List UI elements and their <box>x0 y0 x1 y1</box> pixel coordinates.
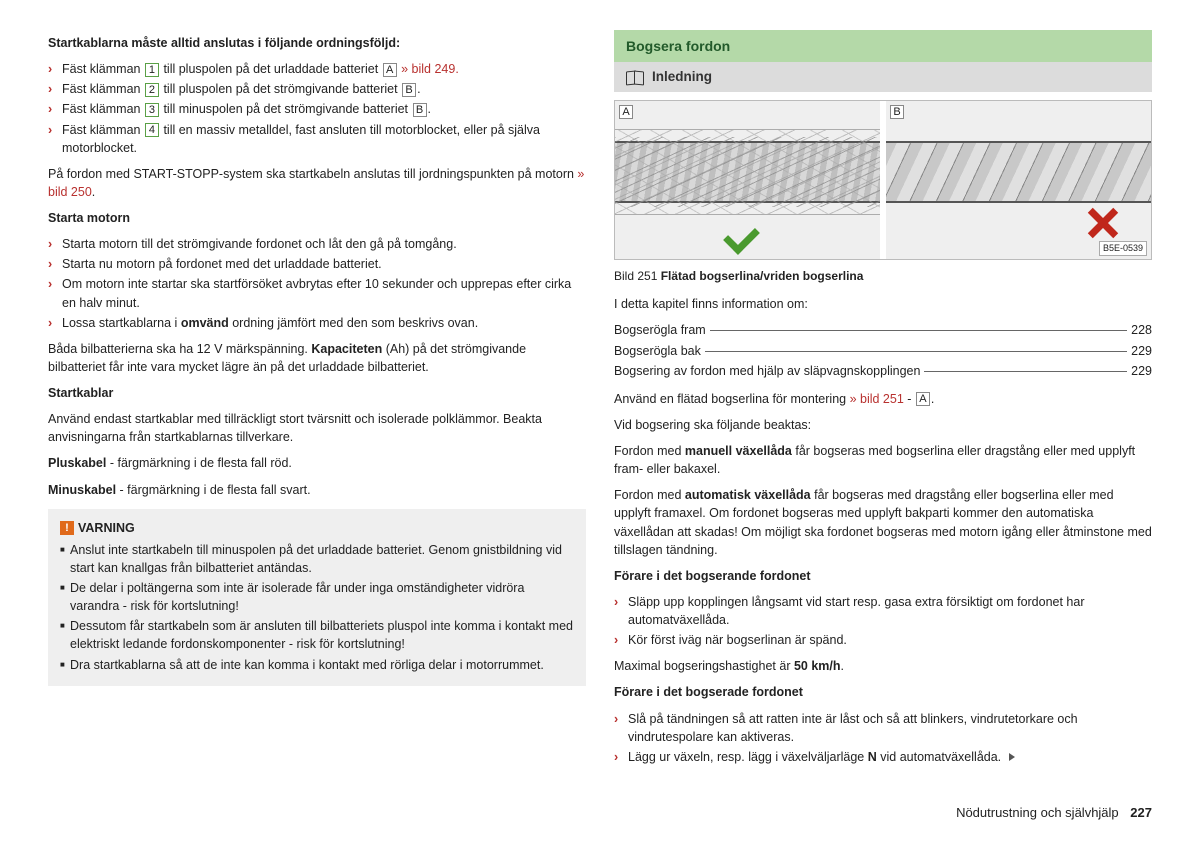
max-speed-note: Maximal bogseringshastighet är 50 km/h. <box>614 657 1152 675</box>
cables-text: Använd endast startkablar med tillräckli… <box>48 410 586 446</box>
list-item: Släpp upp kopplingen långsamt vid start … <box>614 593 1152 629</box>
auto-gearbox-note: Fordon med automatisk växellåda får bogs… <box>614 486 1152 559</box>
manual-gearbox-note: Fordon med manuell växellåda får bogsera… <box>614 442 1152 478</box>
cables-title: Startkablar <box>48 384 586 402</box>
warning-item: Dessutom får startkabeln som är ansluten… <box>60 617 574 653</box>
continue-icon <box>1009 753 1015 761</box>
rope-twisted-icon <box>886 141 1151 203</box>
subsection-label: Inledning <box>652 67 712 87</box>
warning-list: Anslut inte startkabeln till minuspolen … <box>60 541 574 674</box>
step-item: Fäst klämman 4 till en massiv metalldel,… <box>48 121 586 157</box>
warning-icon: ! <box>60 521 74 535</box>
start-motor-list: Starta motorn till det strömgivande ford… <box>48 235 586 332</box>
use-braided-note: Använd en flätad bogserlina för monterin… <box>614 390 1152 408</box>
ref-letter: A <box>916 392 930 406</box>
label: Pluskabel <box>48 456 106 470</box>
rope-braided-icon <box>615 141 880 203</box>
text: . <box>931 392 934 406</box>
warning-item: De delar i poltängerna som inte är isole… <box>60 579 574 615</box>
step-item: Fäst klämman 1 till pluspolen på det url… <box>48 60 586 78</box>
warning-box: ! VARNING Anslut inte startkabeln till mi… <box>48 509 586 686</box>
caption-pre: Bild 251 <box>614 269 661 283</box>
figure-tag-b: B <box>890 105 904 119</box>
towed-driver-title: Förare i det bogserade fordonet <box>614 683 1152 701</box>
list-item: Lägg ur växeln, resp. lägg i växelväljar… <box>614 748 1152 766</box>
connect-steps-list: Fäst klämman 1 till pluspolen på det url… <box>48 60 586 157</box>
page-footer: Nödutrustning och självhjälp 227 <box>956 804 1152 823</box>
page-number: 227 <box>1130 805 1152 820</box>
footer-text: Nödutrustning och självhjälp <box>956 805 1119 820</box>
page-columns: Startkablarna måste alltid anslutas i fö… <box>0 0 1200 774</box>
section-header: Bogsera fordon <box>614 30 1152 62</box>
label: Minuskabel <box>48 483 116 497</box>
capacity-note: Båda bilbatterierna ska ha 12 V märkspän… <box>48 340 586 376</box>
subsection-header: Inledning <box>614 62 1152 92</box>
figure-caption: Bild 251 Flätad bogserlina/vriden bogser… <box>614 268 1152 285</box>
checkmark-icon <box>725 205 771 245</box>
list-item: Starta motorn till det strömgivande ford… <box>48 235 586 253</box>
toc-label: Bogsering av fordon med hjälp av släpvag… <box>614 362 920 380</box>
warning-label: VARNING <box>78 521 135 535</box>
toc-list: Bogserögla fram228Bogserögla bak229Bogse… <box>614 321 1152 379</box>
toc-page: 229 <box>1131 362 1152 380</box>
figure-panel-b: B B5E-0539 <box>886 101 1151 259</box>
list-item: Kör först iväg när bogserlinan är spänd. <box>614 631 1152 649</box>
text: Båda bilbatterierna ska ha 12 V märkspän… <box>48 342 311 356</box>
towing-driver-list: Släpp upp kopplingen långsamt vid start … <box>614 593 1152 649</box>
text: Fordon med <box>614 444 685 458</box>
cross-icon <box>1085 205 1121 241</box>
toc-dots <box>705 351 1127 352</box>
text-bold: manuell växellåda <box>685 444 792 458</box>
toc-dots <box>710 330 1127 331</box>
figure-panel-a: A <box>615 101 880 259</box>
text: Maximal bogseringshastighet är <box>614 659 794 673</box>
text: Använd en flätad bogserlina för monterin… <box>614 392 850 406</box>
right-column: Bogsera fordon Inledning A B B5E-0539 Bi… <box>614 30 1152 774</box>
warning-item: Dra startkablarna så att de inte kan kom… <box>60 656 574 674</box>
toc-line: Bogsering av fordon med hjälp av släpvag… <box>614 362 1152 380</box>
text: - färgmärkning i de flesta fall svart. <box>116 483 311 497</box>
warning-item: Anslut inte startkabeln till minuspolen … <box>60 541 574 577</box>
towing-note: Vid bogsering ska följande beaktas: <box>614 416 1152 434</box>
toc-label: Bogserögla bak <box>614 342 701 360</box>
toc-line: Bogserögla fram 228 <box>614 321 1152 339</box>
plus-cable: Pluskabel - färgmärkning i de flesta fal… <box>48 454 586 472</box>
text: . <box>92 185 95 199</box>
toc-dots <box>924 371 1127 372</box>
text: - färgmärkning i de flesta fall röd. <box>106 456 292 470</box>
step-item: Fäst klämman 3 till minuspolen på det st… <box>48 100 586 118</box>
figure-251: A B B5E-0539 <box>614 100 1152 260</box>
text-bold: automatisk växellåda <box>685 488 811 502</box>
list-item: Slå på tändningen så att ratten inte är … <box>614 710 1152 746</box>
list-item: Om motorn inte startar ska startförsöket… <box>48 275 586 311</box>
step-item: Fäst klämman 2 till pluspolen på det str… <box>48 80 586 98</box>
toc-page: 228 <box>1131 321 1152 339</box>
toc-page: 229 <box>1131 342 1152 360</box>
toc-line: Bogserögla bak 229 <box>614 342 1152 360</box>
toc-label: Bogserögla fram <box>614 321 706 339</box>
start-stop-note: På fordon med START-STOPP-system ska sta… <box>48 165 586 201</box>
text: . <box>841 659 844 673</box>
ref-link: » bild 251 <box>850 392 904 406</box>
warning-title: ! VARNING <box>60 519 574 537</box>
left-column: Startkablarna måste alltid anslutas i fö… <box>48 30 586 774</box>
figure-code: B5E-0539 <box>1099 241 1147 256</box>
text: - <box>904 392 915 406</box>
toc-intro: I detta kapitel finns information om: <box>614 295 1152 313</box>
towed-driver-list: Slå på tändningen så att ratten inte är … <box>614 710 1152 766</box>
text: Fordon med <box>614 488 685 502</box>
book-icon <box>626 71 644 84</box>
text: På fordon med START-STOPP-system ska sta… <box>48 167 577 181</box>
text-bold: 50 km/h <box>794 659 841 673</box>
text-bold: Kapaciteten <box>311 342 382 356</box>
figure-tag-a: A <box>619 105 633 119</box>
start-motor-title: Starta motorn <box>48 209 586 227</box>
list-item: Starta nu motorn på fordonet med det url… <box>48 255 586 273</box>
list-item: Lossa startkablarna i omvänd ordning jäm… <box>48 314 586 332</box>
towing-driver-title: Förare i det bogserande fordonet <box>614 567 1152 585</box>
minus-cable: Minuskabel - färgmärkning i de flesta fa… <box>48 481 586 499</box>
caption-bold: Flätad bogserlina/vriden bogserlina <box>661 269 864 283</box>
intro-heading: Startkablarna måste alltid anslutas i fö… <box>48 34 586 52</box>
